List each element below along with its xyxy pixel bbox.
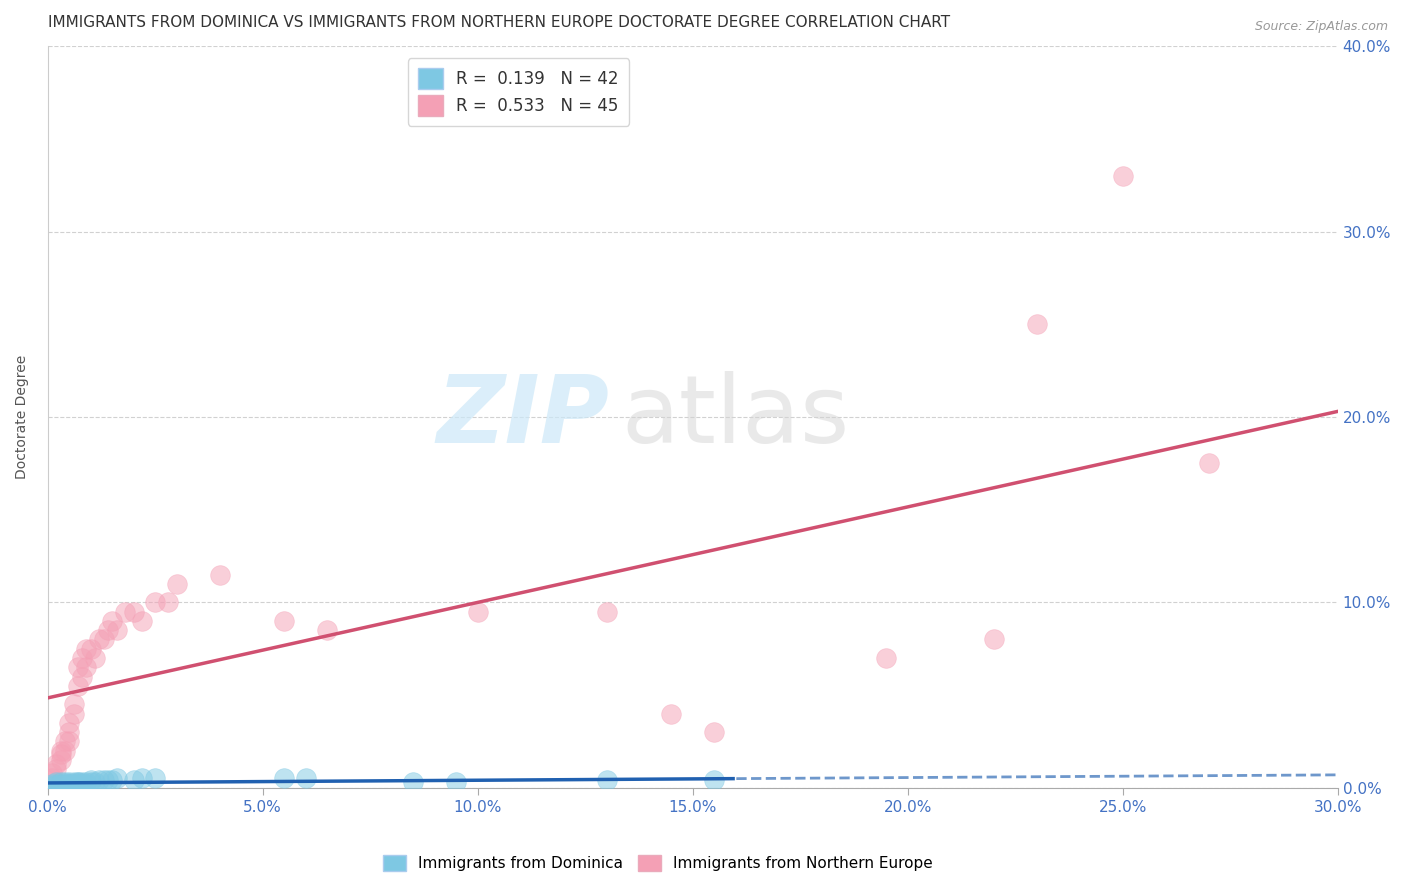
Point xyxy=(105,772,128,786)
Point xyxy=(45,777,67,791)
Point xyxy=(58,715,80,730)
Point xyxy=(41,772,63,786)
Point xyxy=(45,779,67,793)
Point xyxy=(66,775,89,789)
Legend: R =  0.139   N = 42, R =  0.533   N = 45: R = 0.139 N = 42, R = 0.533 N = 45 xyxy=(408,59,628,126)
Point xyxy=(70,777,93,791)
Text: atlas: atlas xyxy=(621,371,851,463)
Point xyxy=(58,725,80,739)
Point xyxy=(58,775,80,789)
Point xyxy=(402,775,425,789)
Point xyxy=(114,605,136,619)
Point xyxy=(131,772,153,786)
Point xyxy=(70,669,93,683)
Point xyxy=(1025,318,1047,332)
Point xyxy=(444,775,467,789)
Point xyxy=(66,777,89,791)
Point xyxy=(49,779,72,793)
Point xyxy=(143,595,166,609)
Point xyxy=(53,779,76,793)
Point xyxy=(166,577,188,591)
Point xyxy=(53,744,76,758)
Point xyxy=(93,773,115,788)
Point xyxy=(58,777,80,791)
Point xyxy=(66,679,89,693)
Point xyxy=(58,777,80,791)
Point xyxy=(703,725,725,739)
Point xyxy=(84,651,107,665)
Point xyxy=(294,772,316,786)
Point xyxy=(66,660,89,674)
Point xyxy=(75,660,97,674)
Point xyxy=(703,773,725,788)
Point xyxy=(70,651,93,665)
Point xyxy=(49,775,72,789)
Point xyxy=(62,775,84,789)
Point xyxy=(70,775,93,789)
Point xyxy=(62,706,84,721)
Point xyxy=(101,773,124,788)
Point xyxy=(89,773,111,788)
Point xyxy=(45,775,67,789)
Point xyxy=(316,624,339,638)
Point xyxy=(45,756,67,771)
Point xyxy=(53,775,76,789)
Point xyxy=(273,614,295,628)
Point xyxy=(80,641,103,656)
Point xyxy=(58,734,80,748)
Point xyxy=(122,773,145,788)
Text: Source: ZipAtlas.com: Source: ZipAtlas.com xyxy=(1254,20,1388,33)
Point xyxy=(596,773,619,788)
Y-axis label: Doctorate Degree: Doctorate Degree xyxy=(15,355,30,479)
Point xyxy=(80,773,103,788)
Point xyxy=(49,744,72,758)
Point xyxy=(1198,457,1220,471)
Point xyxy=(49,777,72,791)
Point xyxy=(89,632,111,647)
Point xyxy=(58,779,80,793)
Point xyxy=(75,641,97,656)
Point xyxy=(1111,169,1133,184)
Point xyxy=(983,632,1005,647)
Point xyxy=(105,624,128,638)
Point xyxy=(84,775,107,789)
Point xyxy=(75,775,97,789)
Point xyxy=(101,614,124,628)
Point xyxy=(41,766,63,780)
Point xyxy=(143,772,166,786)
Point xyxy=(97,624,120,638)
Point xyxy=(467,605,489,619)
Point xyxy=(41,779,63,793)
Point xyxy=(208,567,231,582)
Point xyxy=(596,605,619,619)
Point xyxy=(62,698,84,712)
Point xyxy=(131,614,153,628)
Point xyxy=(80,775,103,789)
Point xyxy=(62,777,84,791)
Point xyxy=(93,632,115,647)
Text: IMMIGRANTS FROM DOMINICA VS IMMIGRANTS FROM NORTHERN EUROPE DOCTORATE DEGREE COR: IMMIGRANTS FROM DOMINICA VS IMMIGRANTS F… xyxy=(48,15,950,30)
Point xyxy=(53,777,76,791)
Point xyxy=(62,779,84,793)
Point xyxy=(49,747,72,762)
Point xyxy=(53,734,76,748)
Point xyxy=(659,706,682,721)
Legend: Immigrants from Dominica, Immigrants from Northern Europe: Immigrants from Dominica, Immigrants fro… xyxy=(377,849,939,877)
Point xyxy=(41,777,63,791)
Point xyxy=(122,605,145,619)
Point xyxy=(273,772,295,786)
Text: ZIP: ZIP xyxy=(436,371,609,463)
Point xyxy=(75,777,97,791)
Point xyxy=(157,595,180,609)
Point xyxy=(875,651,897,665)
Point xyxy=(97,773,120,788)
Point xyxy=(49,753,72,767)
Point xyxy=(66,775,89,789)
Point xyxy=(45,762,67,776)
